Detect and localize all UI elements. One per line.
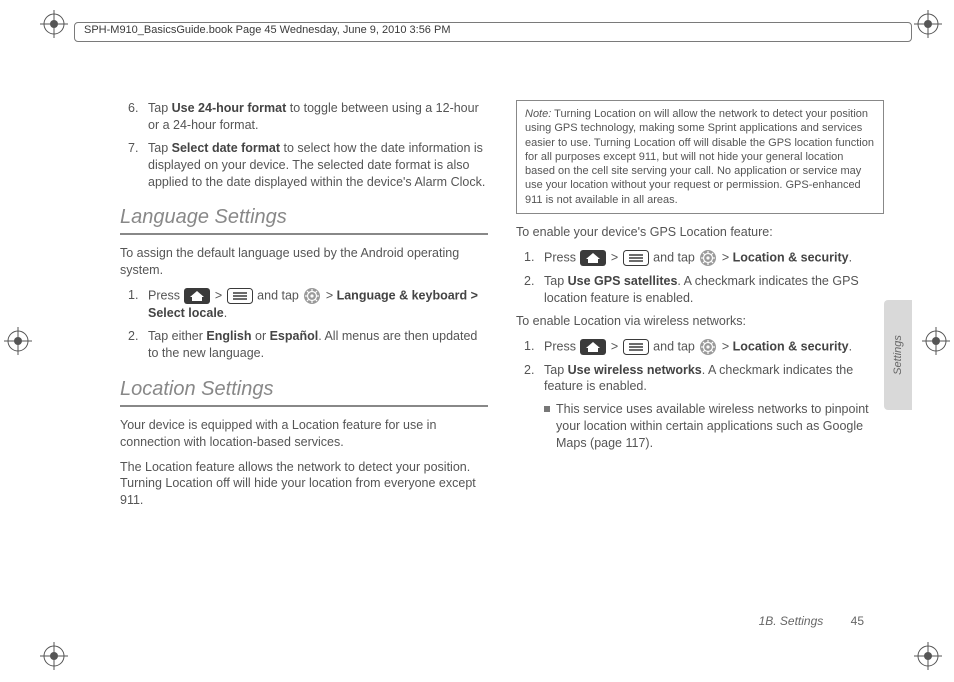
language-intro: To assign the default language used by t…: [120, 245, 488, 279]
step-body: Press > and tap > Language & keyboard > …: [148, 287, 488, 322]
step-body: Tap Use wireless networks. A checkmark i…: [544, 362, 884, 396]
section-tab: Settings: [884, 300, 912, 410]
step-number: 2.: [524, 273, 544, 307]
menu-icon: [227, 288, 253, 304]
bullet-square-icon: [544, 406, 550, 412]
language-steps: 1. Press > and tap > Language & keyboard…: [120, 287, 488, 362]
step-body: Tap Use 24-hour format to toggle between…: [148, 100, 488, 134]
gps-intro: To enable your device's GPS Location fea…: [516, 224, 884, 241]
wifi-sub-bullet: This service uses available wireless net…: [516, 401, 884, 452]
wifi-steps: 1. Press > and tap > Location & security…: [516, 338, 884, 396]
menu-icon: [623, 250, 649, 266]
location-p1: Your device is equipped with a Location …: [120, 417, 488, 451]
step-body: Tap Use GPS satellites. A checkmark indi…: [544, 273, 884, 307]
wifi-step-2: 2. Tap Use wireless networks. A checkmar…: [516, 362, 884, 396]
menu-icon: [623, 339, 649, 355]
home-icon: [184, 288, 210, 304]
wifi-sub-text: This service uses available wireless net…: [556, 401, 884, 452]
registration-mark: [40, 10, 68, 38]
page-number: 45: [851, 614, 864, 628]
step-number: 1.: [524, 249, 544, 267]
step-number: 2.: [128, 328, 148, 362]
location-p2: The Location feature allows the network …: [120, 459, 488, 510]
registration-mark: [914, 10, 942, 38]
page-footer: 1B. Settings 45: [759, 614, 864, 628]
registration-mark: [40, 642, 68, 670]
step-number: 1.: [128, 287, 148, 322]
wifi-intro: To enable Location via wireless networks…: [516, 313, 884, 330]
step-number: 1.: [524, 338, 544, 356]
left-column: 6. Tap Use 24-hour format to toggle betw…: [120, 100, 488, 612]
gps-steps: 1. Press > and tap > Location & security…: [516, 249, 884, 307]
lang-step-2: 2. Tap either English or Español. All me…: [120, 328, 488, 362]
registration-mark: [914, 642, 942, 670]
home-icon: [580, 250, 606, 266]
lang-step-1: 1. Press > and tap > Language & keyboard…: [120, 287, 488, 322]
gear-icon: [699, 338, 717, 356]
registration-mark: [4, 327, 32, 355]
heading-rule: [120, 233, 488, 235]
gps-step-1: 1. Press > and tap > Location & security…: [516, 249, 884, 267]
section-tab-label: Settings: [892, 335, 904, 375]
step-number: 6.: [128, 100, 148, 134]
language-heading: Language Settings: [120, 204, 488, 231]
registration-mark: [922, 327, 950, 355]
page-content: 6. Tap Use 24-hour format to toggle betw…: [120, 100, 884, 612]
note-text: Turning Location on will allow the netwo…: [525, 108, 874, 206]
wifi-step-1: 1. Press > and tap > Location & security…: [516, 338, 884, 356]
page-header: SPH-M910_BasicsGuide.book Page 45 Wednes…: [84, 24, 451, 36]
step-body: Tap either English or Español. All menus…: [148, 328, 488, 362]
gear-icon: [303, 287, 321, 305]
home-icon: [580, 339, 606, 355]
step-number: 2.: [524, 362, 544, 396]
gps-step-2: 2. Tap Use GPS satellites. A checkmark i…: [516, 273, 884, 307]
footer-section: 1B. Settings: [759, 614, 824, 628]
step-number: 7.: [128, 140, 148, 191]
heading-rule: [120, 405, 488, 407]
step-6: 6. Tap Use 24-hour format to toggle betw…: [120, 100, 488, 134]
note-box: Note: Turning Location on will allow the…: [516, 100, 884, 214]
step-body: Press > and tap > Location & security.: [544, 249, 884, 267]
location-heading: Location Settings: [120, 376, 488, 403]
gear-icon: [699, 249, 717, 267]
right-column: Note: Turning Location on will allow the…: [516, 100, 884, 612]
step-body: Press > and tap > Location & security.: [544, 338, 884, 356]
step-7: 7. Tap Select date format to select how …: [120, 140, 488, 191]
top-steps: 6. Tap Use 24-hour format to toggle betw…: [120, 100, 488, 190]
step-body: Tap Select date format to select how the…: [148, 140, 488, 191]
note-label: Note:: [525, 108, 551, 120]
